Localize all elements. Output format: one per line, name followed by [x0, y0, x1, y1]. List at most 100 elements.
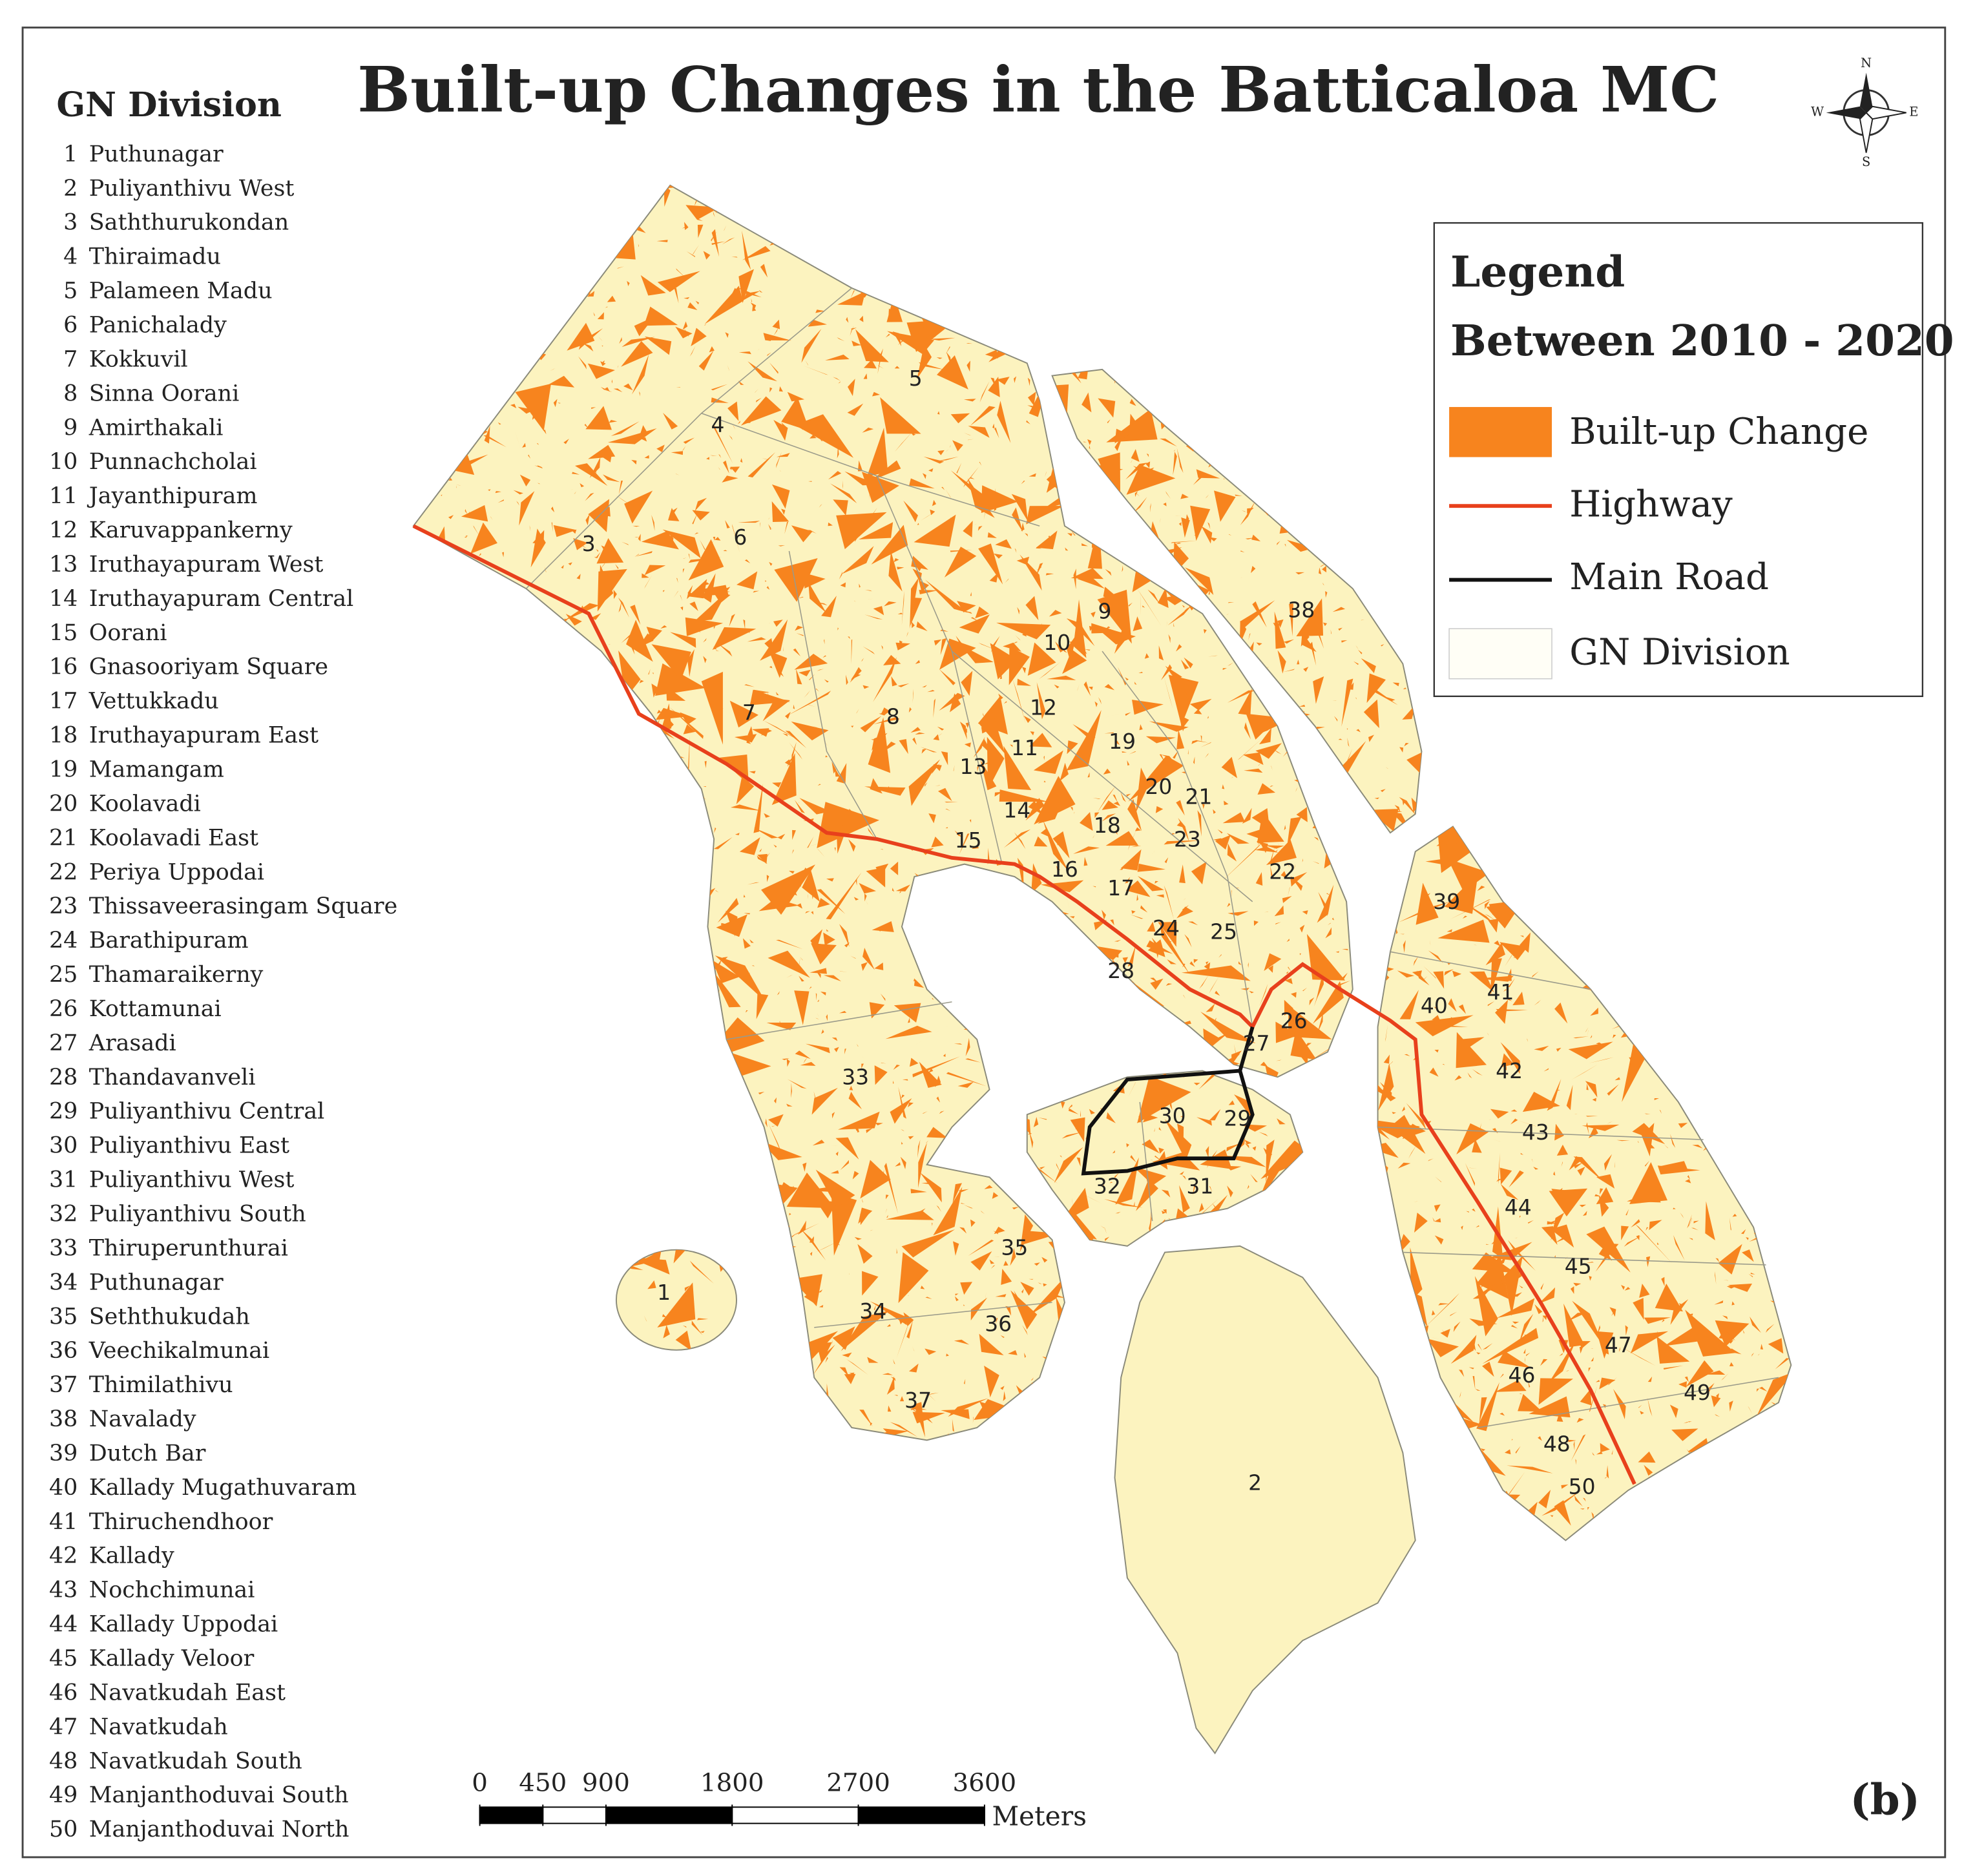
- built-up-patch: [997, 401, 1011, 443]
- built-up-patch: [644, 565, 666, 576]
- built-up-patch: [618, 597, 630, 618]
- built-up-patch: [794, 653, 828, 670]
- built-up-patch: [1072, 724, 1096, 742]
- built-up-patch: [810, 434, 817, 439]
- built-up-patch: [1071, 530, 1076, 536]
- built-up-patch: [1218, 1155, 1266, 1167]
- built-up-patch: [596, 552, 601, 559]
- built-up-patch: [1582, 1124, 1620, 1131]
- built-up-patch: [963, 399, 976, 402]
- built-up-patch: [1035, 563, 1043, 578]
- built-up-patch: [929, 337, 956, 341]
- built-up-patch: [760, 619, 788, 661]
- built-up-patch: [766, 586, 770, 590]
- built-up-patch: [1399, 747, 1404, 753]
- built-up-patch: [1718, 1244, 1742, 1275]
- built-up-patch: [1089, 625, 1094, 631]
- built-up-patch: [1448, 1396, 1474, 1423]
- built-up-patch: [809, 986, 812, 990]
- built-up-patch: [799, 957, 800, 966]
- built-up-patch: [817, 898, 830, 908]
- built-up-patch: [1127, 798, 1142, 831]
- built-up-patch: [815, 689, 819, 692]
- built-up-patch: [1283, 669, 1295, 672]
- built-up-patch: [1573, 1156, 1604, 1182]
- built-up-patch: [1145, 461, 1151, 468]
- built-up-patch: [522, 443, 526, 448]
- built-up-patch: [722, 475, 738, 483]
- built-up-patch: [1207, 522, 1211, 530]
- built-up-patch: [1476, 1352, 1481, 1355]
- built-up-patch: [1338, 738, 1342, 740]
- built-up-patch: [756, 994, 769, 1019]
- built-up-patch: [1109, 1182, 1113, 1183]
- built-up-patch: [799, 975, 804, 982]
- built-up-patch: [736, 571, 758, 590]
- built-up-patch: [1151, 849, 1156, 855]
- built-up-patch: [663, 1324, 670, 1339]
- built-up-patch: [1056, 840, 1060, 846]
- built-up-patch: [1313, 837, 1319, 841]
- built-up-patch: [953, 765, 955, 772]
- built-up-patch: [1146, 453, 1149, 457]
- built-up-patch: [1097, 589, 1132, 644]
- built-up-patch: [624, 490, 653, 524]
- built-up-patch: [1547, 1079, 1562, 1111]
- built-up-patch: [1512, 992, 1525, 1006]
- built-up-patch: [1580, 1389, 1592, 1406]
- built-up-patch: [1645, 1227, 1649, 1231]
- built-up-patch: [1507, 1465, 1553, 1474]
- built-up-patch: [1083, 681, 1091, 696]
- built-up-patch: [838, 381, 841, 384]
- built-up-patch: [1227, 1185, 1233, 1198]
- built-up-patch: [921, 512, 934, 521]
- built-up-patch: [892, 1080, 894, 1084]
- built-up-patch: [678, 756, 685, 758]
- built-up-patch: [1197, 577, 1205, 580]
- built-up-patch: [1156, 952, 1159, 959]
- built-up-patch: [656, 444, 665, 453]
- built-up-patch: [685, 617, 724, 636]
- built-up-patch: [1715, 1271, 1717, 1285]
- built-up-patch: [1504, 1449, 1511, 1455]
- built-up-patch: [1399, 990, 1419, 1019]
- built-up-patch: [1684, 1376, 1689, 1382]
- built-up-patch: [1196, 1117, 1212, 1126]
- built-up-patch: [901, 1141, 903, 1145]
- built-up-patch: [1214, 490, 1236, 522]
- built-up-patch: [1378, 1063, 1394, 1111]
- built-up-patch: [696, 1318, 709, 1320]
- built-up-patch: [917, 344, 932, 379]
- built-up-patch: [1104, 683, 1115, 691]
- built-up-patch: [994, 1226, 1005, 1235]
- built-up-patch: [580, 483, 585, 488]
- built-up-patch: [1399, 819, 1401, 821]
- built-up-patch: [1280, 871, 1288, 879]
- built-up-patch: [1274, 611, 1286, 649]
- built-up-patch: [1176, 644, 1182, 652]
- built-up-patch: [1092, 797, 1101, 800]
- built-up-patch: [711, 384, 728, 391]
- built-up-patch: [901, 1229, 955, 1258]
- built-up-patch: [1639, 1284, 1650, 1298]
- built-up-patch: [1215, 835, 1231, 850]
- built-up-patch: [1638, 1451, 1656, 1463]
- built-up-patch: [1621, 1225, 1629, 1240]
- built-up-patch: [895, 642, 910, 651]
- built-up-patch: [975, 606, 989, 619]
- built-up-patch: [1246, 713, 1279, 740]
- built-up-patch: [862, 427, 874, 433]
- built-up-patch: [787, 391, 805, 402]
- built-up-patch: [1025, 533, 1029, 537]
- built-up-patch: [1686, 1360, 1714, 1387]
- built-up-patch: [1469, 971, 1494, 993]
- built-up-patch: [884, 1162, 898, 1214]
- built-up-patch: [1036, 566, 1041, 570]
- built-up-patch: [949, 445, 951, 448]
- built-up-patch: [1255, 872, 1263, 886]
- built-up-patch: [1341, 640, 1348, 643]
- built-up-patch: [1750, 1272, 1755, 1275]
- built-up-patch: [1559, 1505, 1562, 1508]
- built-up-patch: [1114, 939, 1122, 942]
- built-up-patch: [765, 1118, 768, 1128]
